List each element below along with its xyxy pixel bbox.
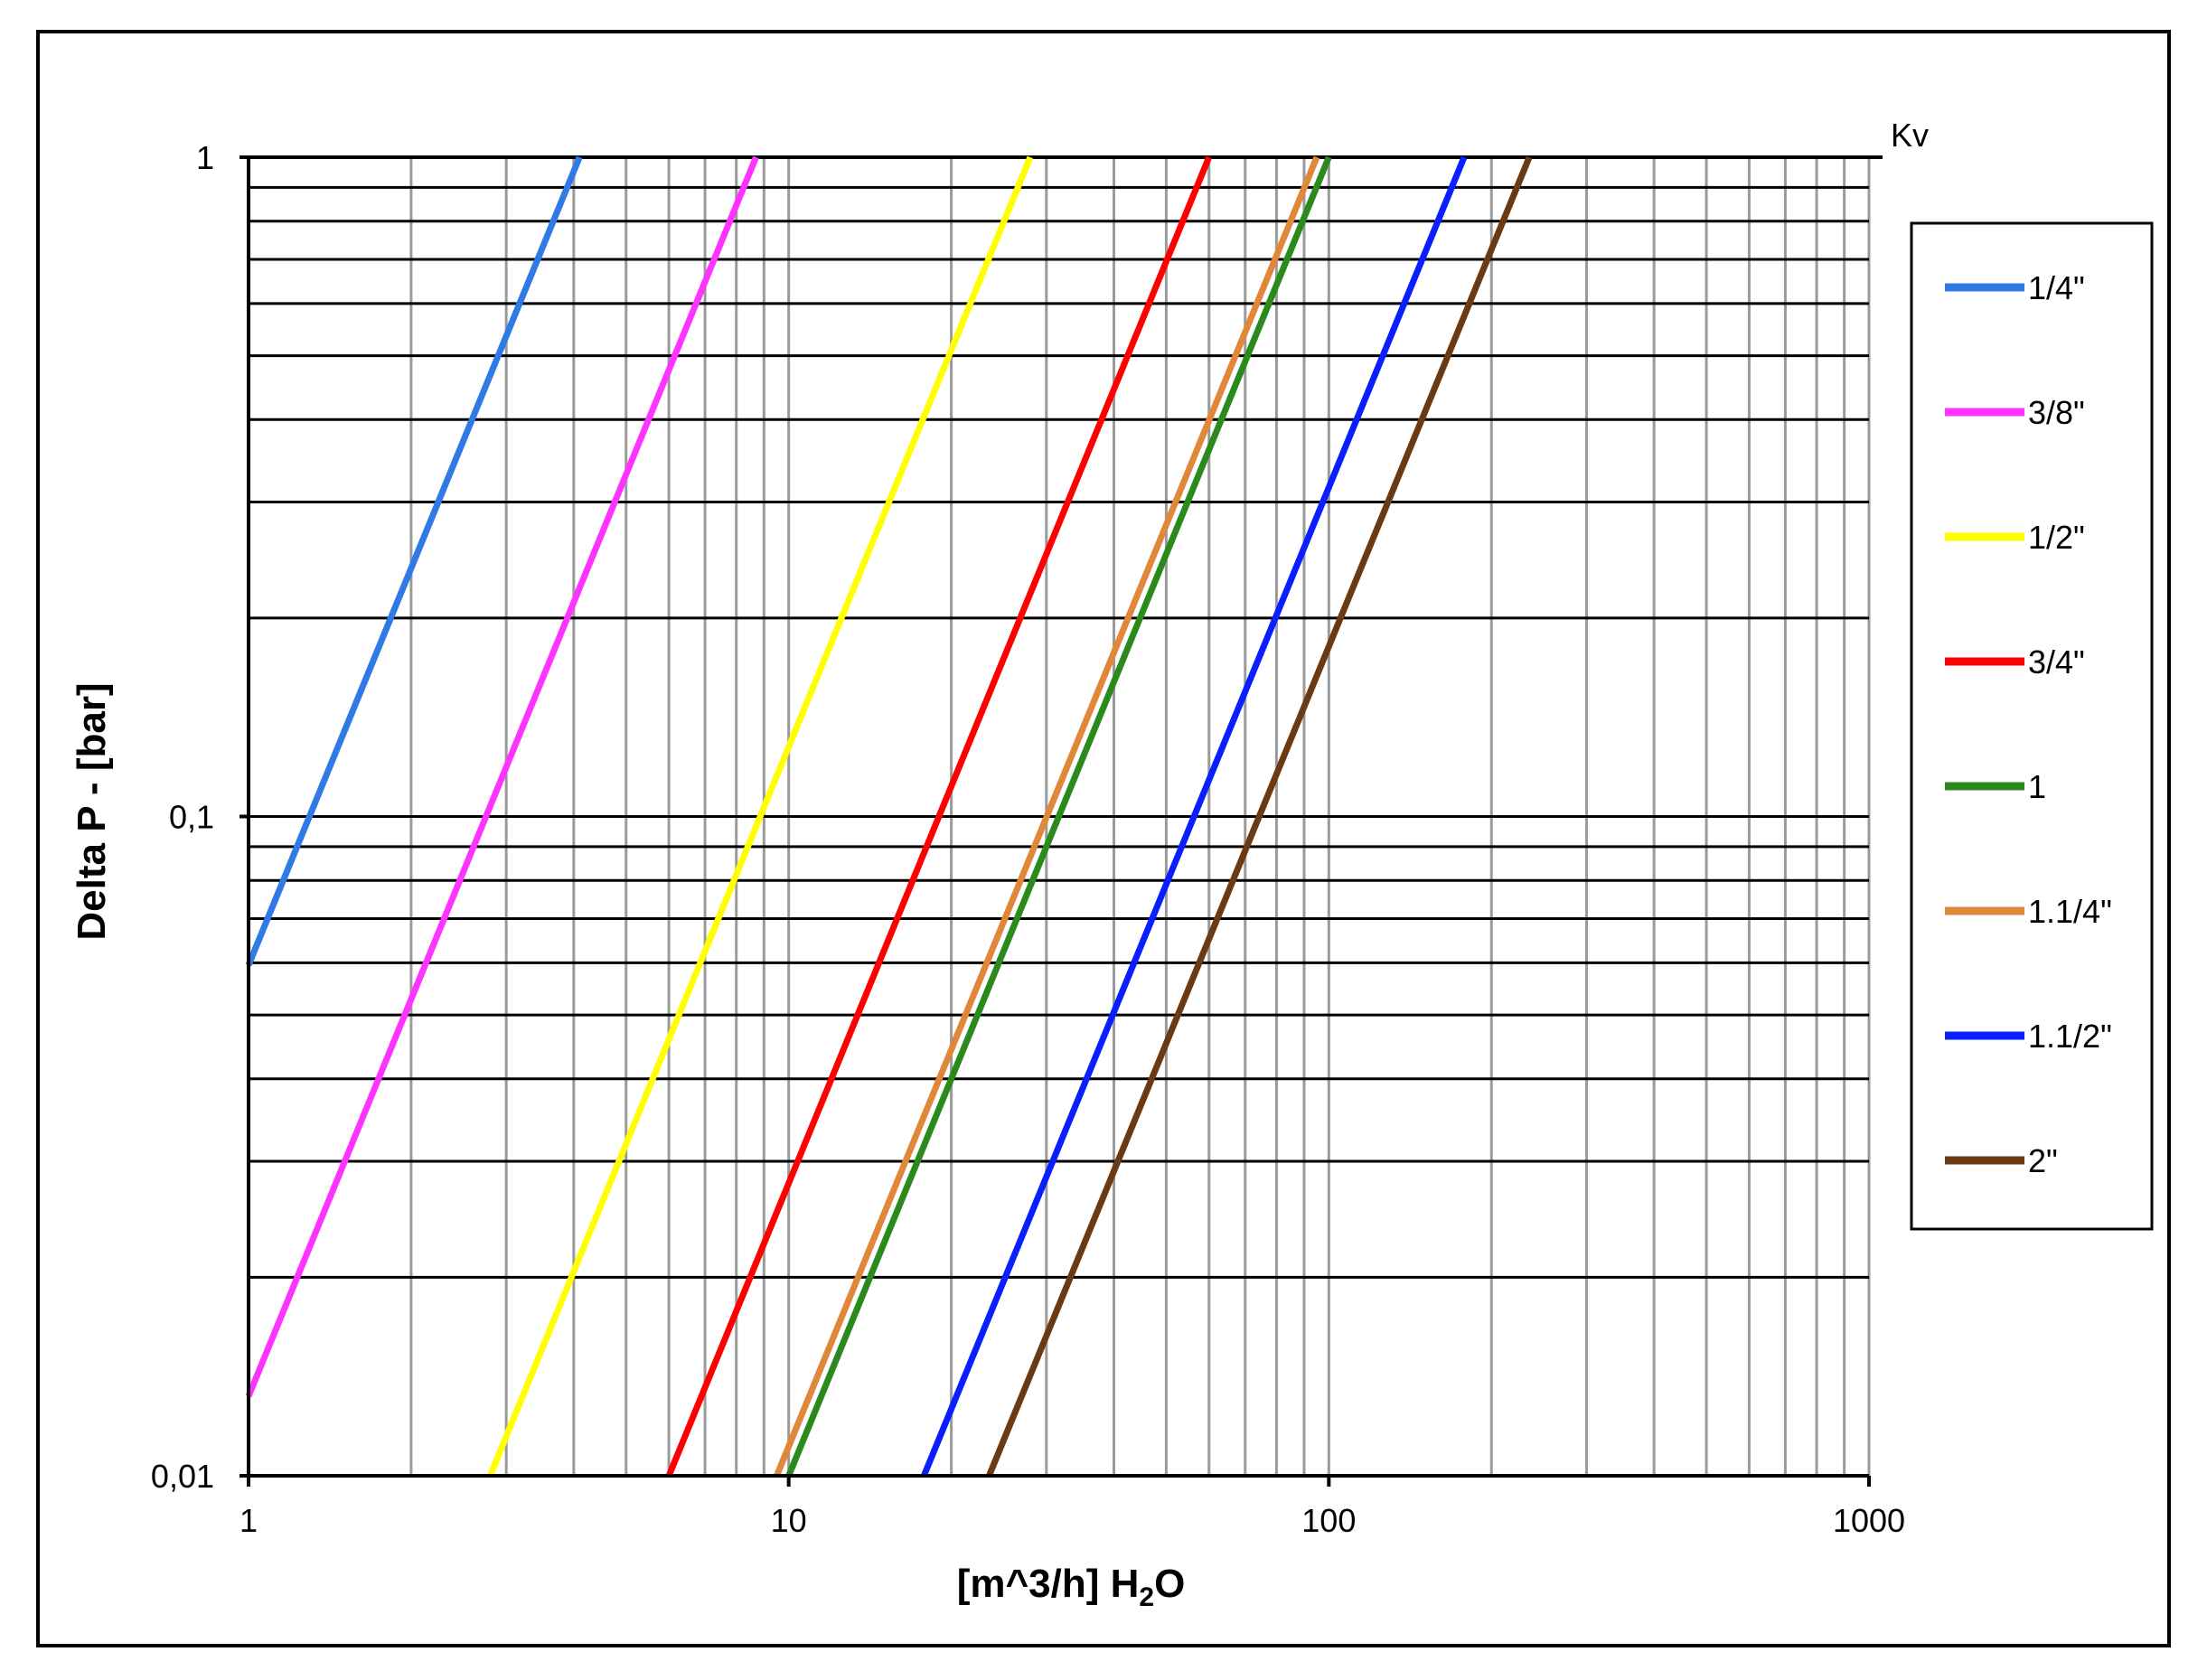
series-line (245, 155, 583, 967)
legend-label: 2" (2028, 1142, 2058, 1179)
y-gridlines (249, 155, 1883, 1478)
series-line (774, 155, 1320, 1478)
x-axis-title-subscript: 2 (1139, 1582, 1154, 1612)
x-tick-label: 10 (771, 1502, 807, 1539)
y-axis-title: Delta P - [bar] (70, 682, 114, 940)
legend-items: 1/4" 3/8" 1/2" 3/4" 1 1.1/4" 1.1/2" 2" (1945, 269, 2112, 1179)
plot-axes (239, 155, 1871, 1487)
x-axis-title-tail: O (1154, 1562, 1185, 1606)
tick-labels: 1 10 100 1000 1 0,1 0,01 (151, 139, 1905, 1539)
x-axis-title-main: [m^3/h] H (957, 1562, 1140, 1606)
series-line (245, 155, 759, 1398)
legend-label: 1.1/2" (2028, 1018, 2112, 1055)
chart-frame (36, 30, 2171, 1647)
legend-label: 1/2" (2028, 519, 2085, 556)
y-tick-label: 0,1 (169, 799, 214, 836)
y-tick-label: 0,01 (151, 1458, 214, 1495)
legend-box (1910, 221, 2154, 1231)
series-line (921, 155, 1468, 1478)
legend: 1/4" 3/8" 1/2" 3/4" 1 1.1/4" 1.1/2" 2" (1910, 221, 2154, 1231)
legend-label: 1 (2028, 768, 2046, 805)
x-axis-title: [m^3/h] H2O (957, 1562, 1186, 1612)
series-line (487, 155, 1034, 1478)
x-tick-label: 1000 (1833, 1502, 1905, 1539)
legend-label: 1/4" (2028, 269, 2085, 306)
legend-label: 1.1/4" (2028, 893, 2112, 930)
series-lines (245, 155, 1533, 1478)
series-line (665, 155, 1212, 1478)
series-line (785, 155, 1332, 1478)
x-tick-label: 1 (239, 1502, 258, 1539)
legend-label: 3/8" (2028, 394, 2085, 431)
kv-corner-label: Kv (1891, 117, 1929, 154)
series-line (986, 155, 1533, 1478)
legend-label: 3/4" (2028, 643, 2085, 680)
x-tick-label: 100 (1301, 1502, 1356, 1539)
y-tick-label: 1 (196, 139, 214, 176)
